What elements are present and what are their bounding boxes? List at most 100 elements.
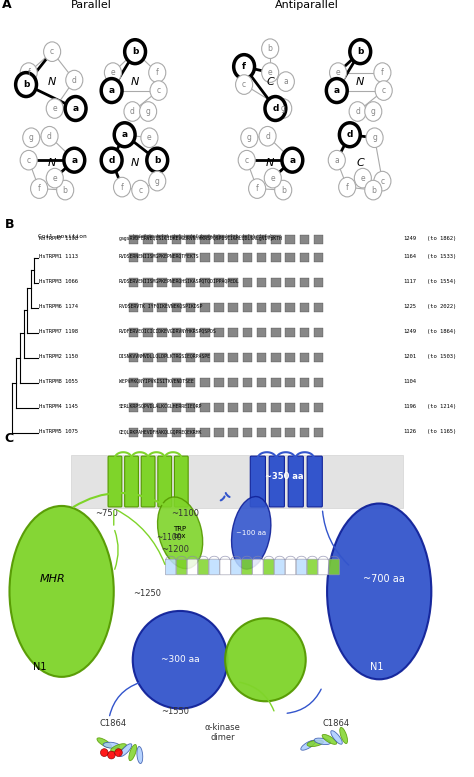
Ellipse shape [9, 506, 114, 677]
Text: g: g [371, 107, 376, 116]
Text: HsTRPM5 1075: HsTRPM5 1075 [39, 429, 78, 434]
Text: α-kinase
dimer: α-kinase dimer [205, 723, 241, 742]
Text: e: e [53, 104, 57, 113]
Text: GEQLRKPAHEVDFHAKQLGQPREQEKRHK: GEQLRKPAHEVDFHAKQLGQPREQEKRHK [118, 429, 202, 434]
Circle shape [339, 123, 360, 147]
Text: d: d [72, 75, 77, 85]
Text: b: b [371, 186, 376, 194]
FancyBboxPatch shape [200, 277, 210, 287]
Ellipse shape [307, 740, 323, 747]
FancyBboxPatch shape [314, 328, 323, 336]
FancyBboxPatch shape [220, 559, 230, 575]
FancyBboxPatch shape [285, 235, 295, 244]
FancyBboxPatch shape [228, 378, 238, 387]
FancyBboxPatch shape [257, 353, 266, 362]
Text: N: N [48, 77, 56, 86]
FancyBboxPatch shape [257, 402, 266, 412]
Text: g: g [146, 107, 151, 116]
FancyBboxPatch shape [200, 253, 210, 262]
Text: b: b [281, 186, 286, 194]
FancyBboxPatch shape [288, 456, 303, 507]
Text: N: N [48, 159, 56, 168]
Text: C1864: C1864 [322, 719, 349, 728]
Circle shape [275, 99, 292, 118]
FancyBboxPatch shape [228, 428, 238, 437]
Text: ~1100: ~1100 [171, 509, 199, 517]
FancyBboxPatch shape [271, 402, 281, 412]
Circle shape [44, 42, 61, 61]
Text: e: e [53, 173, 57, 183]
FancyBboxPatch shape [209, 559, 219, 575]
FancyBboxPatch shape [257, 328, 266, 336]
Ellipse shape [340, 727, 347, 744]
Circle shape [124, 102, 141, 121]
Text: 1201: 1201 [403, 354, 416, 359]
FancyBboxPatch shape [243, 353, 252, 362]
Circle shape [259, 127, 276, 146]
FancyBboxPatch shape [228, 353, 238, 362]
Text: c: c [380, 176, 384, 186]
FancyBboxPatch shape [228, 235, 238, 244]
FancyBboxPatch shape [200, 378, 210, 387]
FancyBboxPatch shape [172, 378, 181, 387]
Circle shape [147, 148, 168, 172]
FancyBboxPatch shape [143, 428, 153, 437]
Text: a: a [283, 77, 288, 86]
Text: b: b [154, 155, 160, 165]
Circle shape [375, 81, 392, 100]
Text: Coil position: Coil position [38, 234, 87, 239]
Circle shape [326, 78, 347, 103]
Circle shape [101, 148, 122, 172]
FancyBboxPatch shape [200, 428, 210, 437]
Text: HsTRPM8 1055: HsTRPM8 1055 [39, 379, 78, 384]
FancyBboxPatch shape [143, 378, 153, 387]
Circle shape [65, 96, 86, 120]
FancyBboxPatch shape [125, 456, 138, 507]
FancyBboxPatch shape [271, 303, 281, 312]
Circle shape [104, 63, 121, 82]
FancyBboxPatch shape [200, 328, 210, 336]
Text: RVDSERNENIISMGPKEPNERQTFEKTS: RVDSERNENIISMGPKEPNERQTFEKTS [118, 253, 199, 259]
FancyBboxPatch shape [214, 402, 224, 412]
Circle shape [241, 128, 258, 148]
FancyBboxPatch shape [214, 428, 224, 437]
Text: a: a [122, 131, 128, 139]
Text: b: b [132, 47, 138, 56]
Text: (to 1165): (to 1165) [427, 429, 456, 434]
Text: g: g [372, 133, 377, 142]
Circle shape [374, 172, 391, 191]
FancyBboxPatch shape [314, 277, 323, 287]
Circle shape [365, 180, 382, 200]
Text: e: e [336, 68, 340, 77]
Ellipse shape [129, 744, 137, 761]
FancyBboxPatch shape [300, 235, 309, 244]
Ellipse shape [301, 740, 315, 751]
Text: a: a [334, 155, 339, 165]
FancyBboxPatch shape [174, 456, 188, 507]
Circle shape [238, 151, 255, 170]
Text: c: c [50, 47, 54, 56]
FancyBboxPatch shape [264, 559, 274, 575]
FancyBboxPatch shape [271, 428, 281, 437]
Circle shape [374, 63, 391, 82]
Ellipse shape [327, 503, 431, 679]
Text: 1104: 1104 [403, 379, 416, 384]
Text: (to 1862): (to 1862) [427, 236, 456, 241]
Text: d: d [130, 107, 135, 116]
FancyBboxPatch shape [300, 303, 309, 312]
FancyBboxPatch shape [172, 303, 181, 312]
FancyBboxPatch shape [243, 378, 252, 387]
Text: N: N [356, 77, 365, 86]
Text: a: a [289, 155, 295, 165]
Circle shape [328, 151, 345, 170]
Circle shape [349, 102, 366, 121]
FancyBboxPatch shape [200, 235, 210, 244]
FancyBboxPatch shape [186, 277, 195, 287]
FancyBboxPatch shape [172, 253, 181, 262]
FancyBboxPatch shape [285, 378, 295, 387]
Text: 1196: 1196 [403, 404, 416, 409]
Text: f: f [346, 183, 348, 192]
Text: ~100 aa: ~100 aa [236, 530, 266, 536]
FancyBboxPatch shape [129, 303, 138, 312]
Text: b: b [268, 44, 273, 53]
